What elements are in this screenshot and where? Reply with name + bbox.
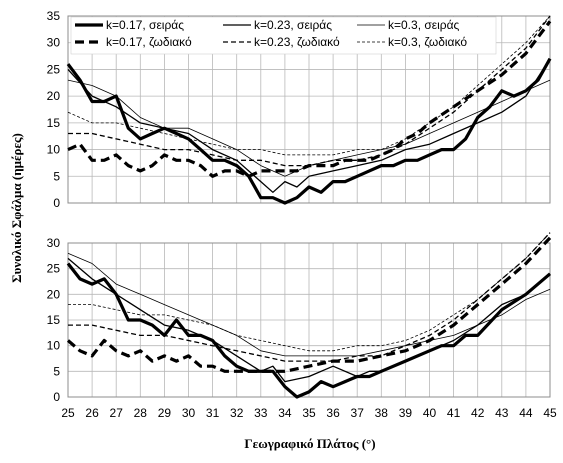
plot-frames <box>67 15 551 398</box>
y-tick-label: 20 <box>47 89 61 103</box>
x-tick-label: 36 <box>326 406 340 420</box>
y-tick-label: 25 <box>47 62 61 76</box>
legend-label: k=0.3, σειράς <box>388 18 460 32</box>
legend-label: k=0.23, σειράς <box>254 18 332 32</box>
series-line <box>67 252 551 357</box>
x-tick-label: 45 <box>543 406 557 420</box>
x-tick-label: 25 <box>61 406 75 420</box>
series-line <box>67 58 551 193</box>
x-tick-label: 39 <box>399 406 413 420</box>
y-tick-label: 20 <box>47 287 61 301</box>
x-tick-label: 40 <box>423 406 437 420</box>
x-tick-label: 37 <box>351 406 365 420</box>
series-line <box>66 57 552 205</box>
series-line <box>67 257 551 383</box>
y-tick-label: 30 <box>47 36 61 50</box>
legend-label: k=0.3, ζωδιακό <box>388 35 467 49</box>
series-lines <box>66 15 552 399</box>
x-tick-label: 33 <box>254 406 268 420</box>
x-tick-label: 29 <box>158 406 172 420</box>
y-tick-label: 10 <box>47 143 61 157</box>
legend-label: k=0.17, σειράς <box>106 18 184 32</box>
series-line <box>66 262 552 399</box>
x-tick-label: 41 <box>447 406 461 420</box>
series-line <box>68 232 551 352</box>
y-tick-label: 30 <box>47 236 61 250</box>
series-line <box>68 232 551 362</box>
y-tick-label: 15 <box>47 116 61 130</box>
legend-label: k=0.23, ζωδιακό <box>254 35 340 49</box>
y-tick-label: 5 <box>53 169 60 183</box>
x-tick-label: 31 <box>206 406 220 420</box>
x-tick-label: 26 <box>85 406 99 420</box>
x-tick-label: 35 <box>302 406 316 420</box>
y-tick-label: 5 <box>53 364 60 378</box>
y-tick-label: 35 <box>47 9 61 23</box>
legend-box <box>70 16 497 55</box>
grid <box>67 15 551 398</box>
x-tick-label: 38 <box>375 406 389 420</box>
x-axis-title: Γεωγραφικό Πλάτος (°) <box>244 436 375 451</box>
y-axis-title: Συνολικό Σφάλμα (ημέρες) <box>9 133 24 283</box>
y-tick-label: 25 <box>47 262 61 276</box>
x-tick-label: 28 <box>134 406 148 420</box>
y-tick-label: 15 <box>47 313 61 327</box>
x-tick-label: 43 <box>495 406 509 420</box>
legend: k=0.17, σειράς k=0.23, σειράς k=0.3, σειρά… <box>70 16 497 55</box>
plot-area-frame <box>67 242 551 398</box>
x-tick-label: 30 <box>182 406 196 420</box>
series-line <box>67 15 551 156</box>
series-line <box>66 236 552 373</box>
x-tick-label: 34 <box>278 406 292 420</box>
x-tick-label: 42 <box>471 406 485 420</box>
y-tick-label: 0 <box>53 196 60 210</box>
y-tick-label: 10 <box>47 339 61 353</box>
y-tick-label: 0 <box>53 390 60 404</box>
x-tick-label: 44 <box>519 406 533 420</box>
series-line <box>67 20 552 178</box>
x-tick-label: 27 <box>110 406 124 420</box>
series-line <box>68 15 551 167</box>
x-tick-label: 32 <box>230 406 244 420</box>
legend-label: k=0.17, ζωδιακό <box>106 35 192 49</box>
plot-area-frame <box>67 15 551 204</box>
tick-labels: 0 5 10 15 20 25 30 35 0 5 10 15 20 25 30 25 26 27 28 29 30 31… <box>47 9 557 420</box>
